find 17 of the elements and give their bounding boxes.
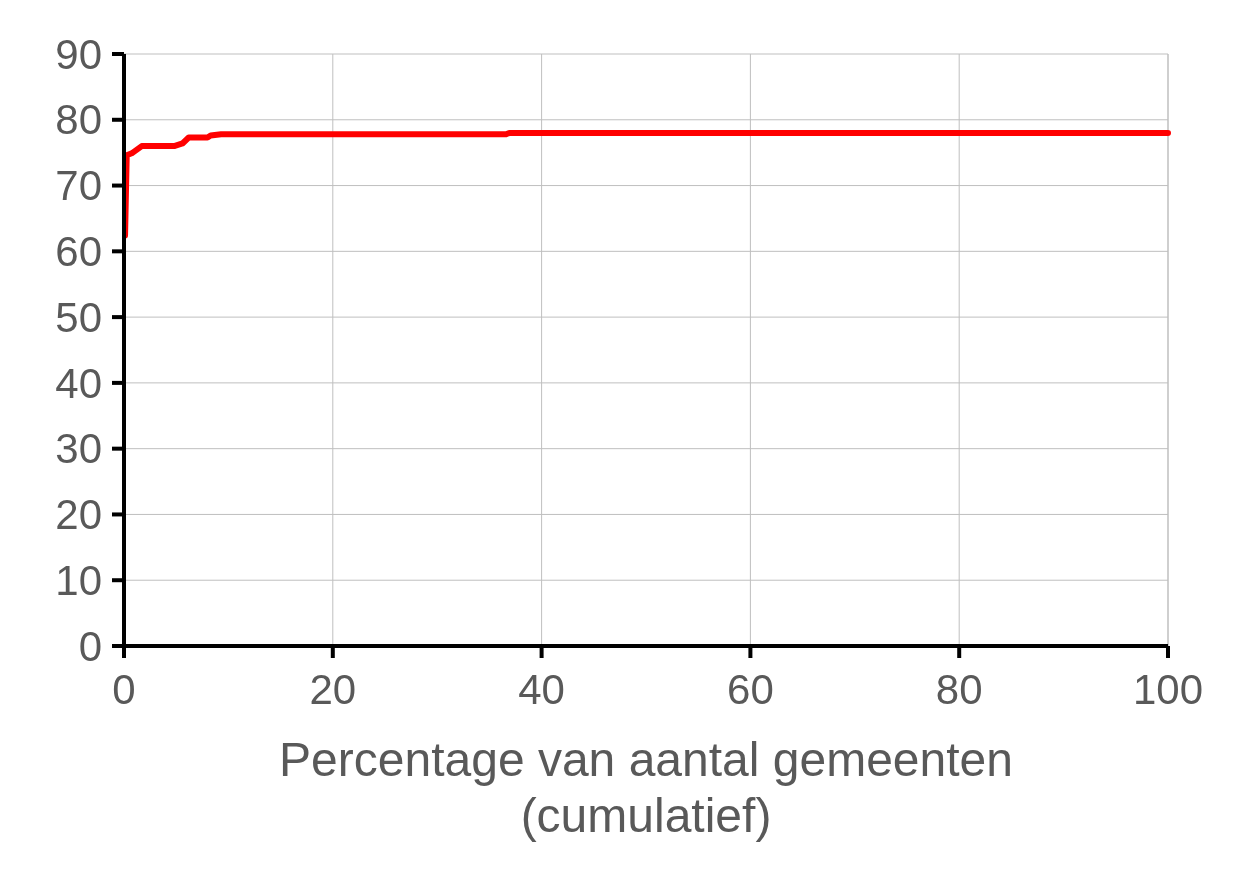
y-tick-label: 80 [55,96,102,144]
x-tick-label: 60 [727,666,774,713]
y-tick-label: 90 [55,30,102,78]
y-tick-label: 0 [78,622,102,670]
x-tick-label: 100 [1132,666,1204,713]
x-tick-label: 0 [112,666,136,713]
x-tick-label: 40 [518,666,565,713]
y-tick-label: 20 [55,491,102,539]
x-axis-title: Percentage van aantal gemeenten (cumulatief) [279,733,1013,842]
y-tick-label: 60 [55,228,102,276]
y-tick-label: 50 [55,293,102,341]
y-tick-label: 30 [55,425,102,473]
y-tick-label: 40 [55,359,102,407]
x-tick-label: 80 [935,666,983,713]
y-tick-label: 10 [55,556,102,604]
y-tick-label: 70 [55,162,102,210]
x-tick-label: 20 [309,666,357,713]
